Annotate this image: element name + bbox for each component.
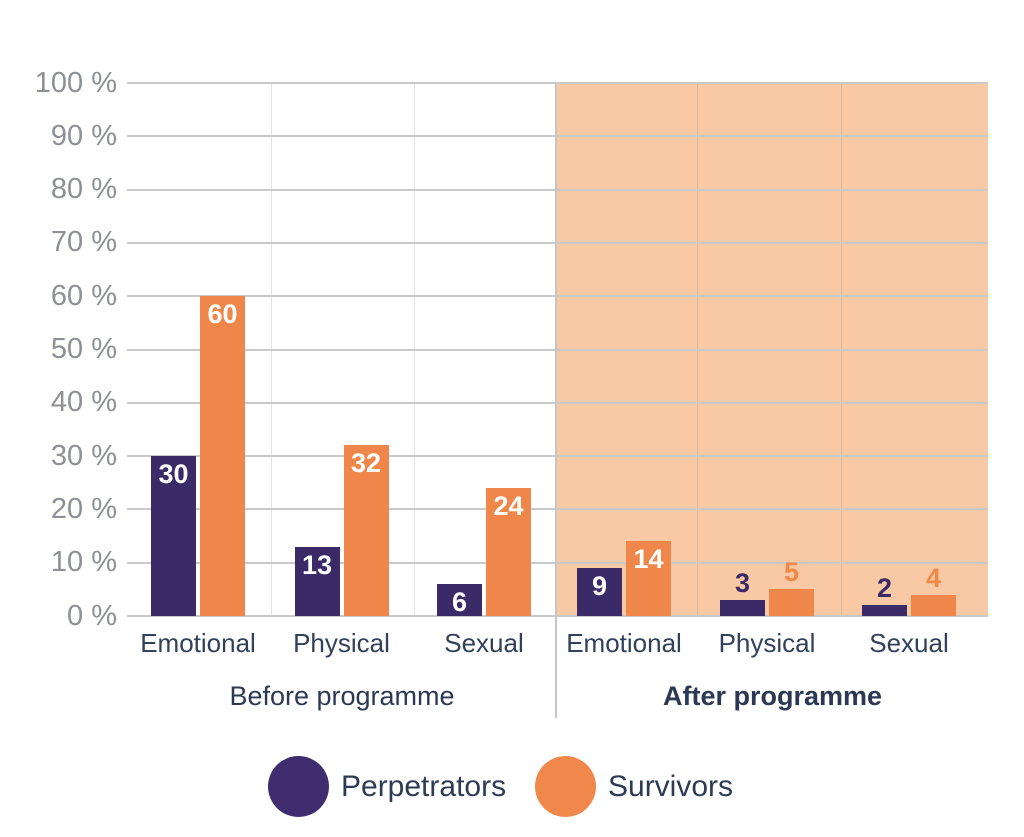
gridline: [127, 561, 988, 564]
bar-survivors: 24: [486, 488, 531, 616]
bar-value-label: 32: [350, 448, 382, 479]
before-after-divider-line: [555, 83, 557, 718]
legend-label-perpetrators: Perpetrators: [341, 769, 507, 803]
bar-value-label: 14: [633, 544, 664, 575]
category-label: Emotional: [566, 628, 682, 658]
bar-value-label: 9: [591, 571, 608, 602]
y-tick-label: 80 %: [50, 173, 117, 206]
bar-value-label: 3: [734, 568, 751, 599]
y-tick-label: 10 %: [50, 546, 117, 579]
bar-value-label: 24: [493, 491, 524, 522]
legend-item-survivors: Survivors: [535, 756, 733, 817]
category-label: Sexual: [444, 628, 524, 658]
y-tick-label: 90 %: [50, 119, 117, 152]
y-tick-label: 30 %: [50, 439, 117, 472]
bar-perpetrators: 30: [151, 456, 196, 616]
legend-item-perpetrators: Perpetrators: [268, 756, 506, 817]
y-tick-label: 0 %: [67, 599, 117, 632]
y-tick-label: 20 %: [50, 492, 117, 525]
bar-survivors: 32: [343, 445, 389, 616]
y-tick-label: 60 %: [50, 279, 117, 312]
group-label-before-programme: Before programme: [229, 681, 455, 711]
gridline: [127, 241, 988, 244]
bar-perpetrators: 6: [437, 584, 482, 616]
bar-survivors: 60: [200, 296, 245, 616]
category-label: Emotional: [140, 628, 256, 658]
gridline: [127, 348, 988, 351]
bar-perpetrators: 13: [294, 546, 340, 616]
gridline: [127, 401, 988, 404]
bar-value-label: 13: [301, 549, 333, 580]
y-tick-label: 50 %: [50, 333, 117, 365]
gridline: [127, 135, 988, 138]
gridline: [127, 188, 988, 191]
gridline: [127, 508, 988, 511]
group-label-after-programme: After programme: [662, 681, 883, 711]
y-tick-label: 100 %: [34, 66, 117, 99]
category-label: Physical: [718, 628, 816, 658]
category-label: Physical: [293, 628, 390, 658]
category-label: Sexual: [869, 628, 949, 658]
legend-label-survivors: Survivors: [608, 769, 734, 803]
bar-value-label: 60: [207, 299, 238, 330]
bar-perpetrators: [862, 605, 907, 616]
bar-survivors: [911, 594, 956, 616]
bar-survivors: [769, 589, 814, 616]
y-tick-label: 70 %: [50, 226, 117, 259]
bar-value-label: 2: [876, 573, 893, 604]
gridline: [127, 615, 988, 617]
gridline: [127, 295, 988, 298]
bar-value-label: 30: [158, 459, 189, 490]
bar-value-label: 6: [451, 587, 468, 618]
gridline: [127, 82, 988, 84]
bar-value-label: 5: [783, 557, 800, 588]
bar-survivors: 14: [626, 541, 671, 616]
survivors-circle-swatch: [535, 756, 596, 817]
plot-area: 30 13 6 9 3 2 60 32 24 14 5 4: [127, 82, 988, 617]
perpetrators-circle-swatch: [268, 756, 329, 817]
gridline: [127, 455, 988, 458]
bar-value-label: 4: [925, 562, 942, 593]
y-tick-label: 40 %: [50, 386, 117, 419]
bar-perpetrators: [720, 600, 765, 616]
bar-perpetrators: 9: [577, 568, 622, 616]
